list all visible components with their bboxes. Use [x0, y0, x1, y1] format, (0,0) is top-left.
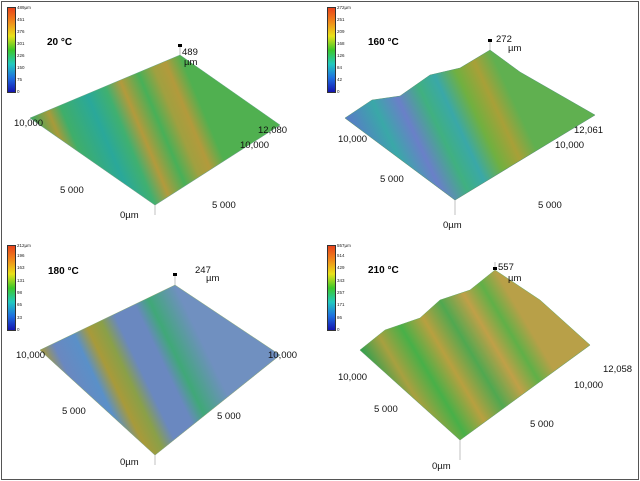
colorbar-tick: 86 — [337, 315, 343, 320]
axis-tick: 0µm — [432, 461, 451, 472]
colorbar-tick: 272µm — [337, 5, 351, 10]
z-max-label: 272 — [496, 34, 512, 45]
panel-title: 20 °C — [47, 37, 73, 48]
panel-title: 210 °C — [368, 265, 399, 276]
z-unit-label: µm — [206, 273, 220, 284]
colorbar-tick: 131 — [17, 278, 25, 283]
colorbar-tick: 429 — [337, 265, 345, 270]
axis-tick: 0µm — [120, 210, 139, 221]
colorbar-tick: 0 — [17, 327, 20, 332]
colorbar-tick: 0 — [337, 327, 340, 332]
axis-tick: 12,061 — [574, 125, 604, 136]
surface-210c — [359, 269, 591, 441]
z-unit-label: µm — [184, 57, 198, 68]
colorbar-tick: 376 — [17, 29, 25, 34]
colorbar-tick: 196 — [17, 253, 25, 258]
surface-180c — [39, 284, 281, 456]
z-max-label: 557 — [498, 262, 514, 273]
axis-tick: 5 000 — [60, 185, 84, 196]
colorbar-tick: 226 — [17, 53, 25, 58]
colorbar-tick: 451 — [17, 17, 25, 22]
axis-tick: 5 000 — [374, 404, 398, 415]
axis-tick: 5 000 — [212, 200, 236, 211]
colorbar-tick: 557µm — [337, 243, 351, 248]
colorbar-tick: 171 — [337, 302, 345, 307]
z-unit-label: µm — [508, 43, 522, 54]
colorbar-tick: 84 — [337, 65, 343, 70]
colorbar-tick: 163 — [17, 265, 25, 270]
axis-tick: 12,058 — [603, 364, 633, 375]
z-max-label: 247 — [195, 265, 211, 276]
surface-160c — [344, 49, 596, 201]
colorbar-tick: 42 — [337, 77, 343, 82]
axis-tick: 5 000 — [217, 411, 241, 422]
colorbar-tick: 126 — [337, 53, 345, 58]
axis-tick: 10,000 — [268, 350, 298, 361]
colorbar-tick: 343 — [337, 278, 345, 283]
axis-tick: 10,000 — [16, 350, 46, 361]
panel-title: 180 °C — [48, 266, 79, 277]
axis-tick: 5 000 — [62, 406, 86, 417]
axis-tick: 5 000 — [530, 419, 554, 430]
panel-title: 160 °C — [368, 37, 399, 48]
z-unit-label: µm — [508, 273, 522, 284]
axis-tick: 5 000 — [538, 200, 562, 211]
axis-tick: 10,000 — [555, 140, 585, 151]
colorbar-tick: 212µm — [17, 243, 31, 248]
colorbar-160c — [327, 7, 336, 93]
colorbar-tick: 168 — [337, 41, 345, 46]
colorbar-tick: 251 — [337, 17, 345, 22]
colorbar-tick: 65 — [17, 302, 23, 307]
axis-tick: 10,000 — [574, 380, 604, 391]
axis-tick: 12,080 — [258, 125, 288, 136]
z-max-label: 489 — [182, 47, 198, 58]
axis-tick: 10,000 — [338, 372, 368, 383]
colorbar-tick: 209 — [337, 29, 345, 34]
colorbar-tick: 0 — [17, 89, 20, 94]
colorbar-20c — [7, 7, 16, 93]
axis-tick: 5 000 — [380, 174, 404, 185]
axis-tick: 10,000 — [14, 118, 44, 129]
colorbar-tick: 98 — [17, 290, 23, 295]
axis-tick: 0µm — [120, 457, 139, 468]
colorbar-tick: 257 — [337, 290, 345, 295]
axis-tick: 10,000 — [338, 134, 368, 145]
colorbar-tick: 301 — [17, 41, 25, 46]
zmax-markers — [173, 39, 497, 276]
colorbar-180c — [7, 245, 16, 331]
colorbar-tick: 0 — [337, 89, 340, 94]
surface-20c — [29, 54, 281, 206]
colorbar-tick: 150 — [17, 65, 25, 70]
colorbar-tick: 489µm — [17, 5, 31, 10]
colorbar-tick: 514 — [337, 253, 345, 258]
axis-tick: 0µm — [443, 220, 462, 231]
colorbar-210c — [327, 245, 336, 331]
axis-tick: 10,000 — [240, 140, 270, 151]
colorbar-tick: 75 — [17, 77, 23, 82]
colorbar-tick: 33 — [17, 315, 23, 320]
